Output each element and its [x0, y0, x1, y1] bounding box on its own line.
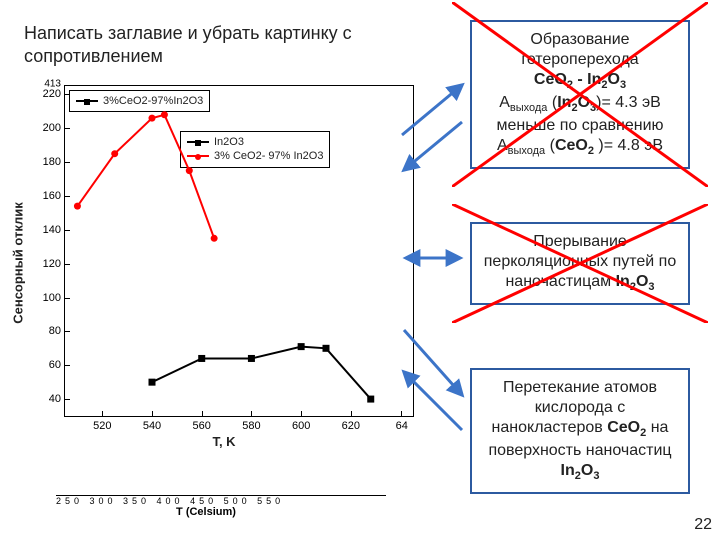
arrows-layer: [0, 0, 720, 540]
page-number: 22: [694, 516, 712, 534]
arrow: [404, 122, 462, 170]
arrow: [404, 372, 462, 430]
arrow: [404, 330, 462, 395]
arrow: [402, 85, 462, 135]
